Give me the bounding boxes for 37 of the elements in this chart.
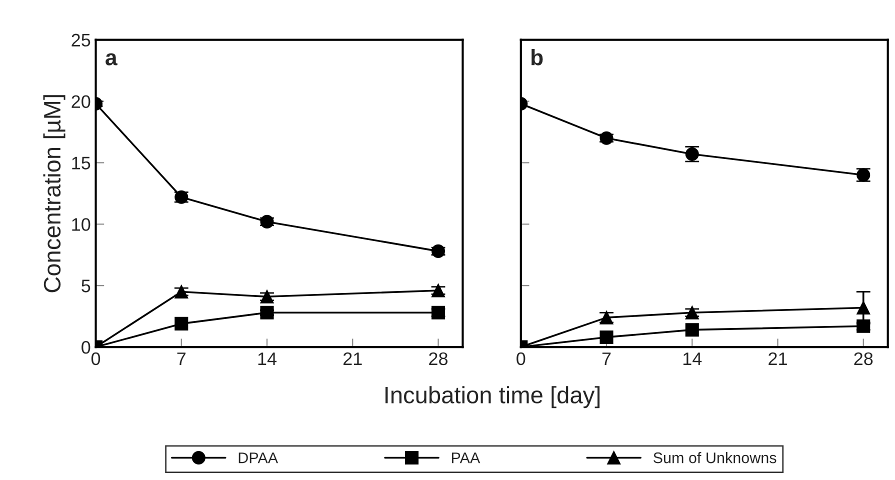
y-tick-label: 20 <box>72 95 90 108</box>
legend-label: Sum of Unknowns <box>654 452 776 464</box>
point <box>856 300 870 314</box>
point <box>260 306 274 320</box>
point <box>685 323 699 337</box>
x-tick-label: 28 <box>429 352 448 366</box>
x-axis-title: Incubation time [day] <box>386 386 600 408</box>
x-tick-label: 21 <box>768 352 787 365</box>
x-tick-label: 7 <box>177 352 186 365</box>
point <box>431 244 446 258</box>
point <box>260 214 274 228</box>
point <box>174 284 188 299</box>
point <box>431 284 446 298</box>
x-tick-label: 21 <box>344 352 362 365</box>
y-tick-label: 25 <box>72 34 90 47</box>
y-tick-label: 15 <box>72 156 90 170</box>
x-tick-label: 28 <box>854 352 873 366</box>
point <box>431 306 446 320</box>
legend-label: DPAA <box>238 452 278 464</box>
x-tick-label: 0 <box>91 352 100 366</box>
x-tick-label: 14 <box>683 352 702 365</box>
point <box>174 316 188 330</box>
x-tick-label: 0 <box>516 352 526 366</box>
annotation: a <box>106 53 118 66</box>
annotation: b <box>532 49 543 66</box>
x-tick-label: 7 <box>602 352 611 365</box>
point <box>600 131 614 145</box>
legend-label: PAA <box>452 452 480 464</box>
point <box>600 330 614 344</box>
y-tick-label: 0 <box>82 340 90 354</box>
point <box>856 319 870 333</box>
y-axis-title: Concentration [µM] <box>43 95 66 292</box>
y-tick-label: 10 <box>72 218 90 231</box>
x-tick-label: 14 <box>258 352 277 365</box>
point <box>260 290 274 304</box>
point <box>685 306 699 320</box>
y-tick-label: 5 <box>82 280 90 292</box>
